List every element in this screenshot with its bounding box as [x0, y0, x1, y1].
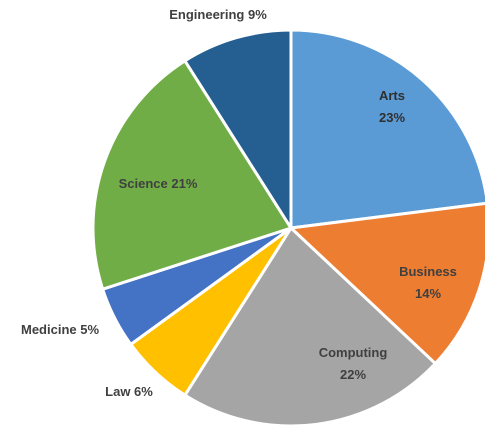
data-label-science: Science 21% — [119, 176, 198, 191]
data-label-business: Business 14% — [399, 264, 457, 301]
data-label-value: 22% — [340, 367, 366, 382]
pie-slice-science — [91, 59, 293, 291]
data-label-medicine: Medicine 5% — [21, 322, 99, 337]
data-label-computing: Computing 22% — [319, 345, 388, 382]
data-label-arts: Arts 23% — [379, 88, 405, 125]
data-label-category: Business — [399, 264, 457, 279]
pie-slices — [91, 28, 485, 428]
data-label-category: Computing — [319, 345, 388, 360]
data-label-engineering: Engineering 9% — [169, 7, 267, 22]
pie-slice-computing — [183, 226, 437, 428]
data-label-category: Arts — [379, 88, 405, 103]
data-label-law: Law 6% — [105, 384, 153, 399]
pie-slice-arts — [289, 28, 485, 230]
pie-slice-engineering — [183, 28, 293, 230]
data-label-value: 14% — [415, 286, 441, 301]
pie-data-labels: Arts 23% Business 14% Computing 22% Law 6% Medi… — [21, 7, 457, 399]
data-label-value: 23% — [379, 110, 405, 125]
pie-slice-business — [289, 201, 485, 366]
